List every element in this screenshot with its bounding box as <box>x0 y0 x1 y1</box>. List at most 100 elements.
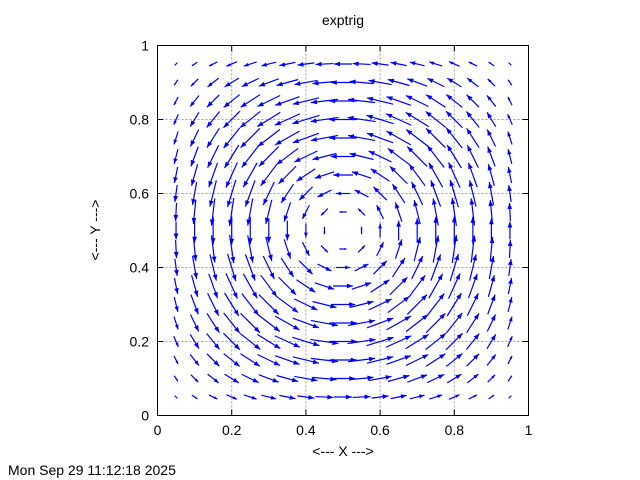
arrow-head <box>229 238 235 245</box>
arrow-head <box>455 273 461 280</box>
arrow-head <box>467 78 473 83</box>
arrow-head <box>406 129 413 136</box>
vector-arrow <box>190 294 199 315</box>
arrow-head <box>310 137 318 142</box>
vector-arrow <box>390 394 407 400</box>
arrow-head <box>414 218 420 225</box>
vector-arrow <box>192 236 198 262</box>
vector-arrow <box>376 204 385 220</box>
vector-arrow <box>173 202 179 222</box>
vector-arrow <box>408 163 426 187</box>
arrow-head <box>387 78 395 84</box>
arrow-head <box>278 177 285 184</box>
arrow-head <box>190 140 196 147</box>
vector-arrow <box>351 171 372 179</box>
vector-arrow <box>386 315 412 331</box>
arrow-head <box>437 374 445 380</box>
y-tick-label: 0.6 <box>130 186 150 202</box>
vector-arrow <box>173 316 179 330</box>
arrow-head <box>386 131 393 137</box>
vector-arrow <box>405 94 429 108</box>
arrow-head <box>382 394 389 400</box>
arrow-head <box>257 101 264 107</box>
arrow-head <box>233 309 239 316</box>
vector-arrow <box>507 239 513 259</box>
vector-arrow <box>487 374 496 383</box>
vector-arrow <box>467 273 478 299</box>
vector-arrow <box>373 260 388 275</box>
vector-arrow <box>292 114 320 125</box>
arrow-head <box>240 141 247 148</box>
vector-arrow <box>385 335 412 348</box>
y-tick-label: 0.8 <box>130 112 150 128</box>
vector-arrow <box>368 150 392 163</box>
vector-arrow <box>334 394 352 400</box>
arrow-head <box>173 101 177 106</box>
vector-arrow <box>257 129 281 147</box>
arrow-head <box>223 101 230 108</box>
arrow-head <box>224 81 231 87</box>
vector-arrow <box>426 77 445 88</box>
vector-arrow <box>330 302 356 307</box>
vector-arrow <box>425 353 446 367</box>
arrow-head <box>439 313 446 320</box>
vector-arrow <box>507 335 513 348</box>
vector-arrow <box>486 334 497 349</box>
vector-arrow <box>431 198 439 226</box>
vector-arrow <box>370 279 390 293</box>
arrow-head <box>231 274 237 282</box>
vector-arrow <box>391 183 406 204</box>
arrow-head <box>294 81 301 86</box>
arrow-head <box>314 174 322 179</box>
arrow-head <box>312 80 319 86</box>
vector-arrow <box>173 184 179 203</box>
vector-arrow <box>368 79 392 86</box>
vector-arrow <box>191 199 197 225</box>
arrow-head <box>291 307 299 313</box>
arrow-head <box>175 360 179 365</box>
vector-arrow <box>276 295 299 314</box>
vector-arrow <box>486 95 497 107</box>
arrow-head <box>347 134 355 139</box>
arrow-head <box>276 159 283 165</box>
vector-arrow <box>378 223 383 238</box>
vector-arrow <box>425 312 446 334</box>
vector-arrow <box>225 162 238 188</box>
arrow-head <box>395 202 400 209</box>
arrow-head <box>351 171 359 176</box>
vector-arrow <box>333 172 353 178</box>
arrow-head <box>206 141 213 148</box>
vector-arrow <box>386 355 412 365</box>
vector-arrow <box>409 394 425 400</box>
arrow-head <box>407 146 414 153</box>
arrow-head <box>364 394 371 400</box>
vector-arrow <box>278 165 297 185</box>
vector-arrow <box>243 394 257 400</box>
vector-arrow <box>224 292 240 317</box>
vector-arrow <box>466 373 479 384</box>
vector-arrow <box>466 313 480 333</box>
vector-arrow <box>507 166 513 184</box>
arrow-head <box>246 219 252 226</box>
arrow-head <box>292 138 300 144</box>
vector-arrow <box>387 78 410 87</box>
arrow-head <box>273 325 280 332</box>
vector-arrow <box>222 110 241 129</box>
arrow-head <box>490 314 496 321</box>
arrow-head <box>447 145 453 152</box>
vector-arrow <box>189 314 200 332</box>
arrow-head <box>193 290 199 297</box>
vector-arrow <box>244 254 256 281</box>
arrow-head <box>328 117 335 122</box>
arrow-head <box>490 294 496 302</box>
vector-arrow <box>448 162 461 188</box>
vector-arrow <box>507 113 513 126</box>
vector-arrow <box>241 77 260 88</box>
vector-arrow <box>445 110 464 129</box>
vector-arrow <box>274 96 300 106</box>
arrow-head <box>417 256 423 263</box>
vector-arrow <box>347 337 376 345</box>
vector-arrow <box>173 335 179 348</box>
arrow-head <box>396 220 402 227</box>
vector-arrow <box>408 274 426 298</box>
